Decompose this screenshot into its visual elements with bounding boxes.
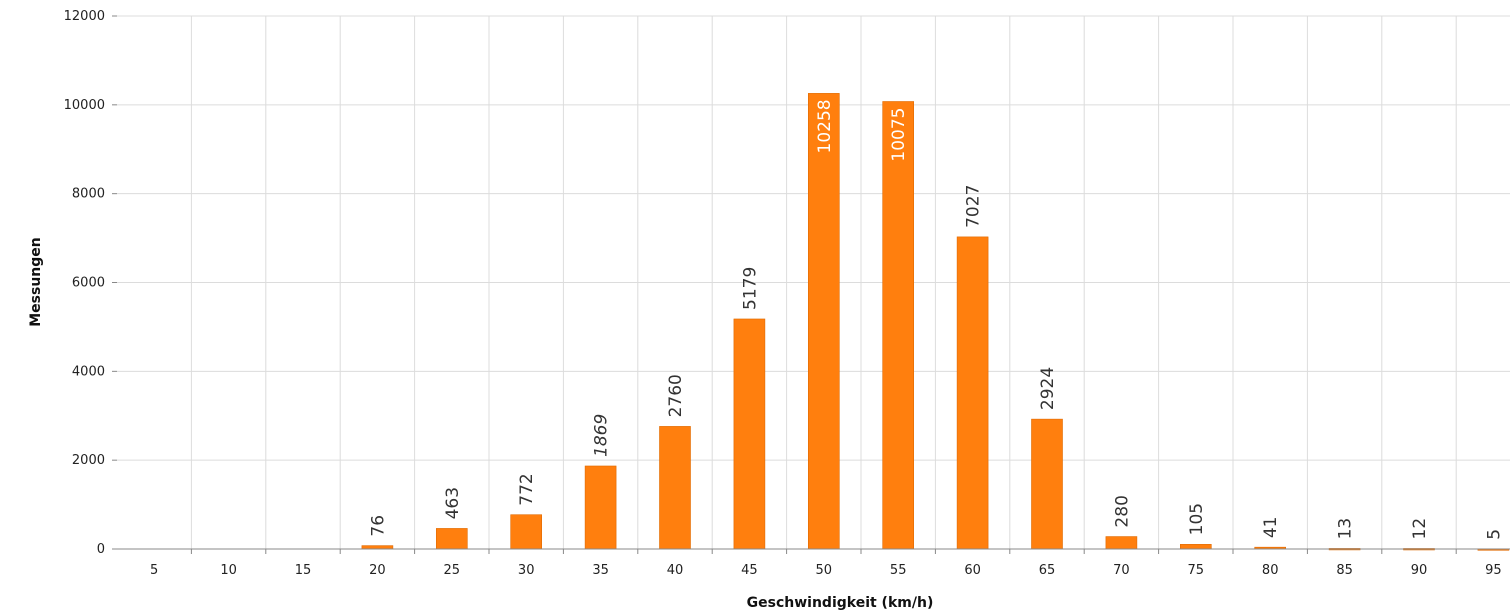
data-label-95: 5 — [1484, 529, 1504, 540]
data-label-75: 105 — [1187, 503, 1207, 535]
x-tick-label-25: 25 — [444, 563, 461, 578]
x-tick-label-55: 55 — [890, 563, 907, 578]
data-label-45: 5179 — [740, 267, 760, 310]
data-label-60: 7027 — [964, 185, 984, 228]
data-label-85: 13 — [1336, 518, 1356, 540]
bar-45 — [733, 318, 766, 550]
x-tick-label-80: 80 — [1262, 563, 1279, 578]
data-label-35: 1869 — [592, 414, 612, 457]
x-tick-label-15: 15 — [295, 563, 312, 578]
bars — [361, 93, 1510, 551]
x-tick-label-35: 35 — [592, 563, 609, 578]
x-tick-label-85: 85 — [1336, 563, 1353, 578]
data-label-80: 41 — [1261, 517, 1281, 539]
y-tick-label: 8000 — [72, 187, 105, 202]
x-tick-label-10: 10 — [220, 563, 237, 578]
x-tick-label-45: 45 — [741, 563, 758, 578]
bar-55 — [882, 101, 915, 550]
x-tick-label-30: 30 — [518, 563, 535, 578]
x-tick-label-60: 60 — [964, 563, 981, 578]
data-label-65: 2924 — [1038, 367, 1058, 410]
data-label-25: 463 — [443, 487, 463, 519]
x-tick-label-20: 20 — [369, 563, 386, 578]
x-tick-label-75: 75 — [1188, 563, 1205, 578]
bar-75 — [1180, 544, 1212, 550]
data-label-70: 280 — [1112, 495, 1132, 527]
x-tick-label-40: 40 — [667, 563, 684, 578]
data-label-50: 10258 — [815, 99, 835, 153]
y-tick-label: 12000 — [64, 9, 105, 24]
y-tick-label: 2000 — [72, 453, 105, 468]
x-tick-label-90: 90 — [1411, 563, 1428, 578]
y-tick-label: 6000 — [72, 276, 105, 291]
bar-30 — [510, 514, 543, 550]
data-label-90: 12 — [1410, 518, 1430, 540]
data-label-40: 2760 — [666, 374, 686, 417]
bar-40 — [659, 426, 691, 550]
x-tick-label-70: 70 — [1113, 563, 1130, 578]
bar-60 — [956, 236, 989, 550]
bar-35 — [584, 465, 617, 550]
x-tick-label-65: 65 — [1039, 563, 1056, 578]
y-axis-ticks: 0 2000 4000 6000 8000 10000 12000 — [64, 9, 117, 557]
bar-70 — [1105, 536, 1138, 550]
bar-25 — [435, 528, 468, 550]
bar-50 — [807, 93, 840, 550]
data-labels: 76 463 772 1869 2760 5179 10258 10075 7027 2924 28… — [368, 99, 1504, 539]
y-tick-label: 4000 — [72, 364, 105, 379]
y-tick-label: 10000 — [64, 98, 105, 113]
data-label-55: 10075 — [889, 108, 909, 162]
y-axis-title: Messungen — [28, 237, 44, 327]
bar-20 — [361, 545, 394, 550]
data-label-30: 772 — [517, 473, 537, 505]
x-axis-title: Geschwindigkeit (km/h) — [747, 595, 934, 611]
bar-65 — [1031, 418, 1063, 550]
x-tick-label-50: 50 — [816, 563, 833, 578]
x-tick-label-5: 5 — [150, 563, 158, 578]
data-label-20: 76 — [368, 515, 388, 537]
y-tick-label: 0 — [97, 542, 105, 557]
x-tick-label-95: 95 — [1485, 563, 1502, 578]
x-axis-ticks: 5 10 15 20 25 30 35 40 45 50 55 60 65 70 75 80 85 90 95 — [150, 549, 1502, 578]
